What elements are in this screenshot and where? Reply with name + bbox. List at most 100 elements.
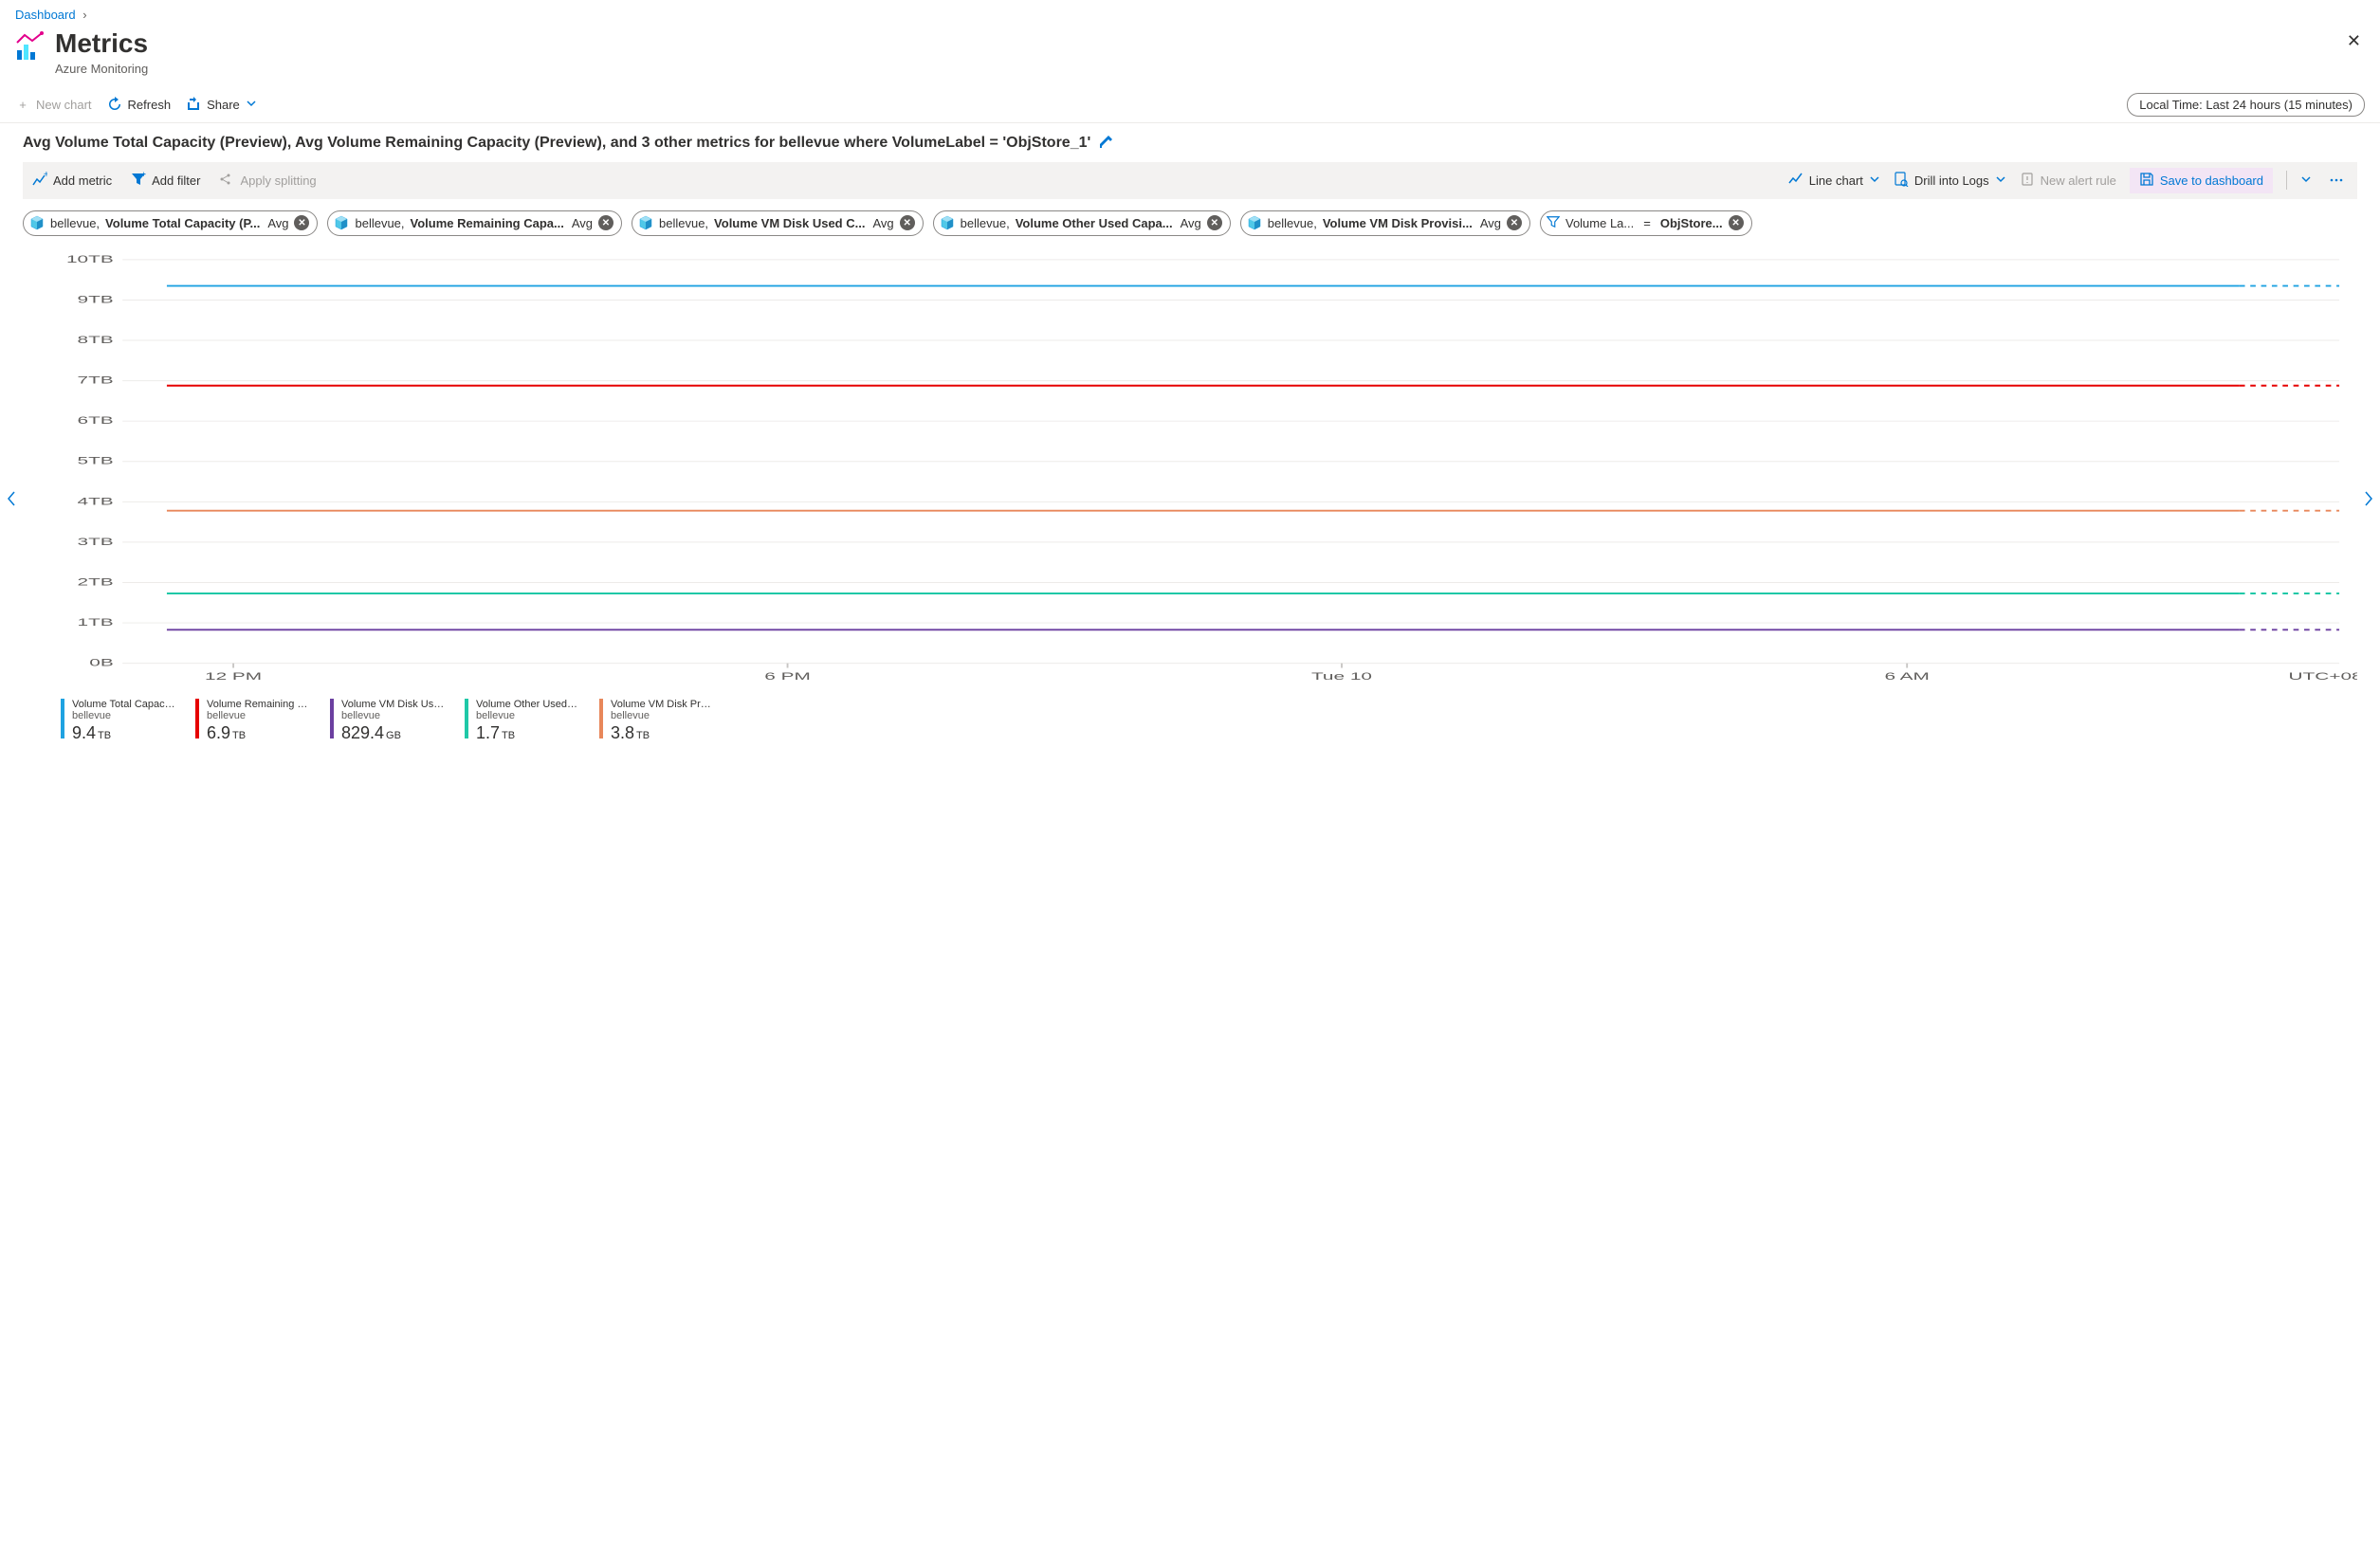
pill-remove-button[interactable]: ✕: [294, 215, 309, 230]
add-filter-button[interactable]: + Add filter: [131, 172, 200, 190]
filter-pill[interactable]: Volume La...=ObjStore...✕: [1540, 210, 1752, 236]
legend-series-name: Volume Total Capacit...: [72, 699, 176, 710]
metric-pill[interactable]: bellevue, Volume Other Used Capa... Avg ✕: [933, 210, 1231, 236]
svg-text:UTC+08:00: UTC+08:00: [2289, 670, 2357, 682]
pill-remove-button[interactable]: ✕: [1507, 215, 1522, 230]
add-metric-button[interactable]: + Add metric: [32, 172, 112, 190]
pill-remove-button[interactable]: ✕: [1207, 215, 1222, 230]
breadcrumb-root-link[interactable]: Dashboard: [15, 8, 76, 22]
metric-pill[interactable]: bellevue, Volume Remaining Capa...Avg✕: [327, 210, 622, 236]
pill-resource: bellevue,: [355, 216, 404, 230]
legend-item[interactable]: Volume Remaining Cap...bellevue6.9TB: [195, 699, 311, 743]
pill-resource: bellevue,: [1268, 216, 1317, 230]
close-button[interactable]: ✕: [2347, 31, 2361, 51]
legend-resource: bellevue: [611, 710, 715, 721]
legend-color-bar: [195, 699, 199, 738]
page-title: Metrics: [55, 27, 148, 60]
add-filter-label: Add filter: [152, 173, 200, 188]
svg-text:+: +: [141, 172, 146, 179]
pill-aggregation: Avg: [572, 216, 593, 230]
svg-text:6 AM: 6 AM: [1884, 670, 1929, 682]
svg-text:10TB: 10TB: [66, 255, 114, 264]
svg-text:+: +: [44, 172, 47, 180]
pill-remove-button[interactable]: ✕: [598, 215, 613, 230]
toolbar-separator: [2286, 171, 2287, 190]
legend-resource: bellevue: [72, 710, 176, 721]
save-dashboard-button[interactable]: Save to dashboard: [2130, 168, 2273, 193]
pill-resource: bellevue,: [50, 216, 100, 230]
resource-icon: [940, 215, 955, 230]
legend-item[interactable]: Volume VM Disk Provi...bellevue3.8TB: [599, 699, 715, 743]
chart-type-button[interactable]: Line chart: [1788, 172, 1880, 190]
chevron-down-icon: [1995, 173, 2006, 188]
line-chart-icon: [1788, 172, 1803, 190]
share-icon: [186, 97, 201, 112]
pill-metric: Volume Total Capacity (P...: [105, 216, 260, 230]
pill-aggregation: Avg: [1480, 216, 1501, 230]
legend-resource: bellevue: [476, 710, 580, 721]
metric-pill[interactable]: bellevue, Volume VM Disk Provisi...Avg✕: [1240, 210, 1530, 236]
chart-wrapper: 0B1TB2TB3TB4TB5TB6TB7TB8TB9TB10TB12 PM6 …: [23, 255, 2357, 743]
resource-icon: [1247, 215, 1262, 230]
page-subtitle: Azure Monitoring: [55, 62, 148, 76]
top-toolbar: + New chart Refresh Share Local Time: La…: [0, 87, 2380, 123]
legend-resource: bellevue: [341, 710, 446, 721]
drill-logs-button[interactable]: Drill into Logs: [1894, 172, 2006, 190]
apply-splitting-button[interactable]: Apply splitting: [219, 172, 316, 190]
legend-resource: bellevue: [207, 710, 311, 721]
legend-value: 3.8TB: [611, 723, 715, 743]
svg-text:1TB: 1TB: [78, 616, 114, 628]
svg-text:4TB: 4TB: [78, 495, 114, 506]
funnel-icon: [1547, 215, 1560, 231]
add-metric-label: Add metric: [53, 173, 112, 188]
legend-color-bar: [599, 699, 603, 738]
legend-color-bar: [330, 699, 334, 738]
time-range-picker[interactable]: Local Time: Last 24 hours (15 minutes): [2127, 93, 2365, 117]
svg-text:3TB: 3TB: [78, 536, 114, 547]
svg-text:0B: 0B: [89, 656, 113, 667]
metric-pill[interactable]: bellevue, Volume Total Capacity (P... Avg…: [23, 210, 318, 236]
filter-icon: +: [131, 172, 146, 190]
chevron-down-icon: [246, 98, 257, 112]
alert-icon: [2020, 172, 2035, 190]
resource-icon: [29, 215, 45, 230]
chevron-down-icon: [1869, 173, 1880, 188]
svg-text:7TB: 7TB: [78, 374, 114, 385]
legend-item[interactable]: Volume Other Used Ca...bellevue1.7TB: [465, 699, 580, 743]
save-dashboard-more-button[interactable]: [2300, 173, 2312, 188]
pill-remove-button[interactable]: ✕: [1729, 215, 1744, 230]
pill-aggregation: Avg: [872, 216, 893, 230]
new-alert-label: New alert rule: [2041, 173, 2116, 188]
nav-next-button[interactable]: [2359, 484, 2378, 513]
pill-aggregation: Avg: [267, 216, 288, 230]
new-alert-button[interactable]: New alert rule: [2020, 172, 2116, 190]
apply-splitting-label: Apply splitting: [240, 173, 316, 188]
logs-icon: [1894, 172, 1909, 190]
chart-title: Avg Volume Total Capacity (Preview), Avg…: [23, 135, 1090, 152]
legend-series-name: Volume Remaining Cap...: [207, 699, 311, 710]
refresh-button[interactable]: Refresh: [107, 97, 172, 112]
new-chart-button[interactable]: + New chart: [15, 97, 92, 112]
svg-text:8TB: 8TB: [78, 334, 114, 345]
edit-title-button[interactable]: [1098, 135, 1113, 153]
pill-aggregation: Avg: [1181, 216, 1201, 230]
nav-prev-button[interactable]: [2, 484, 21, 513]
line-chart: 0B1TB2TB3TB4TB5TB6TB7TB8TB9TB10TB12 PM6 …: [42, 255, 2357, 691]
svg-text:6TB: 6TB: [78, 414, 114, 426]
legend-item[interactable]: Volume Total Capacit...bellevue9.4TB: [61, 699, 176, 743]
save-dashboard-label: Save to dashboard: [2160, 173, 2263, 188]
legend-color-bar: [465, 699, 468, 738]
svg-text:6 PM: 6 PM: [764, 670, 811, 682]
legend-value: 1.7TB: [476, 723, 580, 743]
save-icon: [2139, 172, 2154, 190]
legend-item[interactable]: Volume VM Disk Used ...bellevue829.4GB: [330, 699, 446, 743]
metric-pill[interactable]: bellevue, Volume VM Disk Used C...Avg✕: [632, 210, 924, 236]
share-button[interactable]: Share: [186, 97, 257, 112]
split-icon: [219, 172, 234, 190]
pill-metric: Volume Other Used Capa...: [1016, 216, 1173, 230]
pill-remove-button[interactable]: ✕: [900, 215, 915, 230]
more-button[interactable]: [2325, 173, 2348, 188]
chart-area[interactable]: 0B1TB2TB3TB4TB5TB6TB7TB8TB9TB10TB12 PM6 …: [42, 255, 2357, 691]
legend-value: 829.4GB: [341, 723, 446, 743]
pill-resource: bellevue,: [961, 216, 1010, 230]
